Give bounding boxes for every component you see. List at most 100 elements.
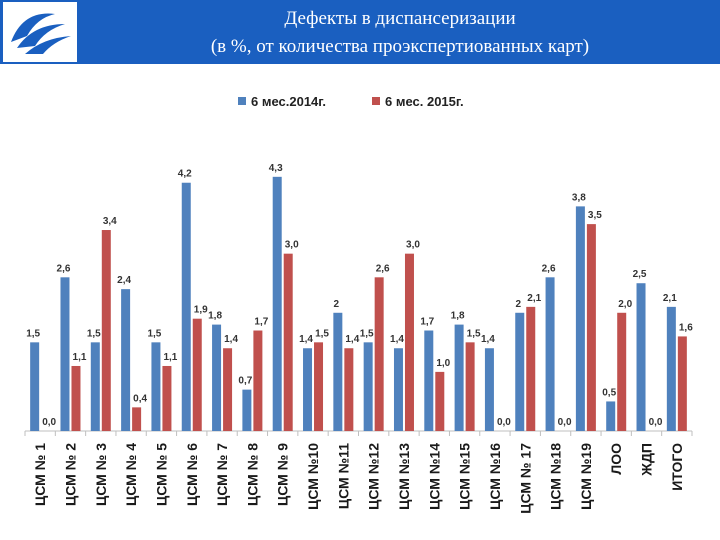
bar-series-1 [454,324,464,431]
category-label: ЦСМ №10 [305,443,321,510]
bar-series-1 [303,348,313,431]
bar-series-2 [71,365,81,431]
category-label: ЦСМ № 9 [275,443,291,506]
bar-series-1 [151,342,161,431]
data-label-series-1: 1,4 [299,334,313,345]
data-label-series-2: 1,9 [194,305,208,316]
category-label: ЖДП [639,443,655,477]
bar-chart: 6 мес.2014г. 6 мес. 2015г. 1,5 0,0 ЦСМ № 1 2,… [24,94,693,514]
legend-swatch-2 [372,97,380,105]
bar-series-2 [677,336,687,431]
bar-series-2 [162,365,172,431]
category-label: ЦСМ № 17 [517,443,533,514]
data-label-series-1: 3,8 [572,192,586,203]
data-label-series-1: 2,4 [117,275,131,286]
data-label-series-2: 0,0 [649,417,663,428]
category-label: ЦСМ № 4 [123,443,139,506]
bar-series-1 [393,348,403,431]
data-label-series-2: 3,5 [588,210,602,221]
bar-series-2 [192,318,202,431]
legend-label-2: 6 мес. 2015г. [385,94,464,109]
category-label: ЦСМ №12 [366,443,382,510]
bar-series-2 [223,348,233,431]
bar-series-1 [515,312,525,431]
bar-series-2 [435,371,445,431]
bar-series-2 [253,330,263,431]
category-label: ЦСМ №13 [396,443,412,510]
category-label: ЦСМ № 6 [184,443,200,506]
bar-series-2 [526,306,536,431]
data-label-series-2: 2,0 [618,299,632,310]
category-label: ЛОО [608,443,624,475]
bar-series-1 [333,312,343,431]
bar-series-1 [181,182,191,431]
bar-series-1 [272,176,282,431]
bar-series-1 [606,401,616,431]
bar-series-1 [212,324,222,431]
category-label: ЦСМ № 8 [244,443,260,506]
slide-header: Дефекты в диспансеризации (в %, от колич… [0,0,720,64]
swirl-logo-icon [3,2,77,62]
bar-series-1 [636,283,646,431]
title-line-2: (в %, от количества проэкспертиованных к… [210,36,590,57]
category-label: ЦСМ №18 [548,443,564,510]
data-label-series-1: 1,5 [87,328,101,339]
data-label-series-1: 1,4 [390,334,404,345]
bar-series-1 [121,289,131,431]
bar-series-1 [666,306,676,431]
bar-series-2 [101,230,111,431]
data-label-series-2: 0,0 [42,417,56,428]
data-label-series-1: 2,5 [633,269,647,280]
data-label-series-2: 1,0 [436,358,450,369]
data-label-series-1: 1,8 [208,311,222,322]
bar-series-2 [314,342,324,431]
bar-series-1 [545,277,555,431]
category-label: ЦСМ № 1 [32,443,48,506]
data-label-series-2: 1,5 [467,328,481,339]
bar-series-1 [484,348,494,431]
category-label: ЦСМ №15 [457,443,473,510]
category-label: ЦСМ № 5 [153,443,169,506]
bar-series-2 [404,253,414,431]
data-label-series-2: 1,6 [679,322,693,333]
category-label: ЦСМ №14 [426,443,442,510]
data-label-series-1: 1,8 [451,311,465,322]
data-label-series-2: 3,0 [285,240,299,251]
data-label-series-1: 2,6 [57,263,71,274]
data-label-series-1: 2,1 [663,293,677,304]
data-label-series-1: 0,5 [602,387,616,398]
data-label-series-2: 2,6 [376,263,390,274]
data-label-series-1: 0,7 [238,376,252,387]
data-label-series-1: 2,6 [542,263,556,274]
bar-series-2 [586,224,596,431]
bar-series-1 [575,206,585,431]
data-label-series-1: 2 [334,299,340,310]
data-label-series-2: 1,4 [224,334,238,345]
bar-series-1 [242,389,252,431]
data-label-series-2: 1,1 [73,352,87,363]
bar-series-2 [617,312,627,431]
bar-series-1 [90,342,100,431]
bar-series-1 [363,342,373,431]
data-label-series-2: 0,0 [558,417,572,428]
category-label: ЦСМ №11 [335,443,351,509]
bar-series-2 [344,348,354,431]
data-label-series-1: 1,4 [481,334,495,345]
bar-series-1 [424,330,434,431]
legend-label-1: 6 мес.2014г. [251,94,326,109]
data-label-series-2: 1,7 [254,317,268,328]
category-label: ЦСМ № 7 [214,443,230,506]
data-label-series-1: 4,2 [178,169,192,180]
data-label-series-1: 1,5 [26,328,40,339]
data-label-series-2: 0,4 [133,393,147,404]
category-label: ЦСМ № 2 [62,443,78,506]
data-label-series-2: 1,5 [315,328,329,339]
bar-series-1 [60,277,70,431]
data-label-series-1: 4,3 [269,163,283,174]
data-label-series-1: 2 [515,299,521,310]
data-label-series-2: 3,4 [103,216,117,227]
data-label-series-2: 3,0 [406,240,420,251]
data-label-series-2: 1,4 [345,334,359,345]
category-label: ИТОГО [669,443,685,491]
category-label: ЦСМ №19 [578,443,594,510]
